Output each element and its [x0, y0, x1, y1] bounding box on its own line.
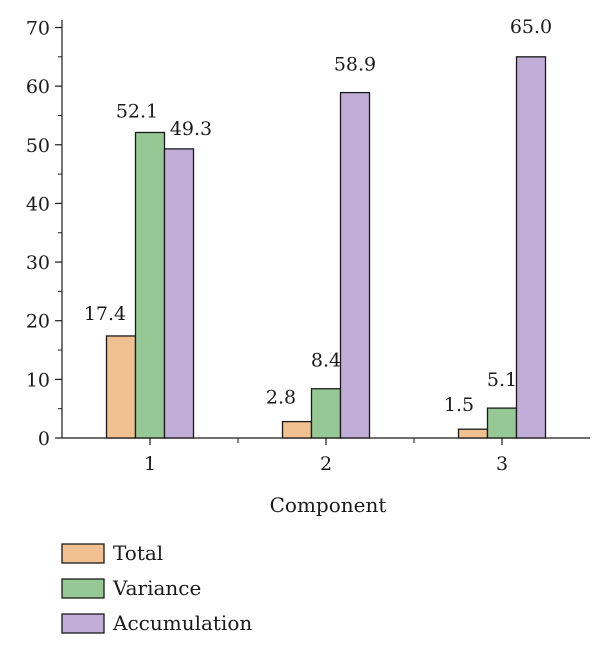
bar-variance-1	[134, 131, 166, 439]
y-tick-label: 0	[38, 428, 50, 450]
bar-total-1	[105, 335, 137, 439]
y-tick-label: 40	[26, 193, 50, 215]
legend-swatch-accumulation	[61, 613, 105, 634]
bars	[105, 56, 547, 439]
y-tick-label: 50	[26, 135, 50, 157]
y-tick-label: 10	[26, 369, 50, 391]
y-tick-label: 60	[26, 76, 50, 98]
y-tick-label: 20	[26, 311, 50, 333]
bar-variance-2	[310, 388, 342, 439]
x-axis-title: Component	[270, 493, 387, 517]
data-label: 1.5	[444, 394, 474, 416]
legend-label-accumulation: Accumulation	[112, 611, 252, 635]
data-label: 17.4	[84, 303, 126, 325]
bar-accumulation-3	[515, 56, 547, 439]
data-label: 5.1	[487, 369, 517, 391]
x-tick-label: 2	[320, 453, 332, 475]
y-tick-label: 70	[26, 18, 50, 40]
legend: Total Variance Accumulation	[61, 541, 252, 635]
data-label: 49.3	[170, 118, 212, 140]
data-label: 2.8	[266, 387, 296, 409]
legend-swatch-variance	[61, 578, 105, 599]
bar-accumulation-1	[163, 148, 195, 439]
data-label: 8.4	[311, 350, 341, 372]
y-tick-label: 30	[26, 252, 50, 274]
bar-accumulation-2	[339, 91, 371, 439]
data-label: 52.1	[116, 100, 158, 122]
x-tick-label: 1	[144, 453, 156, 475]
bar-total-2	[281, 420, 313, 439]
bar-variance-3	[486, 407, 518, 439]
legend-swatch-total	[61, 543, 105, 564]
bar-total-3	[457, 428, 489, 439]
x-tick-label: 3	[496, 453, 508, 475]
legend-label-total: Total	[113, 541, 163, 565]
legend-label-variance: Variance	[112, 576, 201, 600]
data-labels: 17.4 52.1 49.3 2.8 8.4 58.9 1.5 5.1 65.0	[84, 16, 552, 416]
data-label: 58.9	[334, 54, 376, 76]
data-label: 65.0	[510, 16, 552, 38]
